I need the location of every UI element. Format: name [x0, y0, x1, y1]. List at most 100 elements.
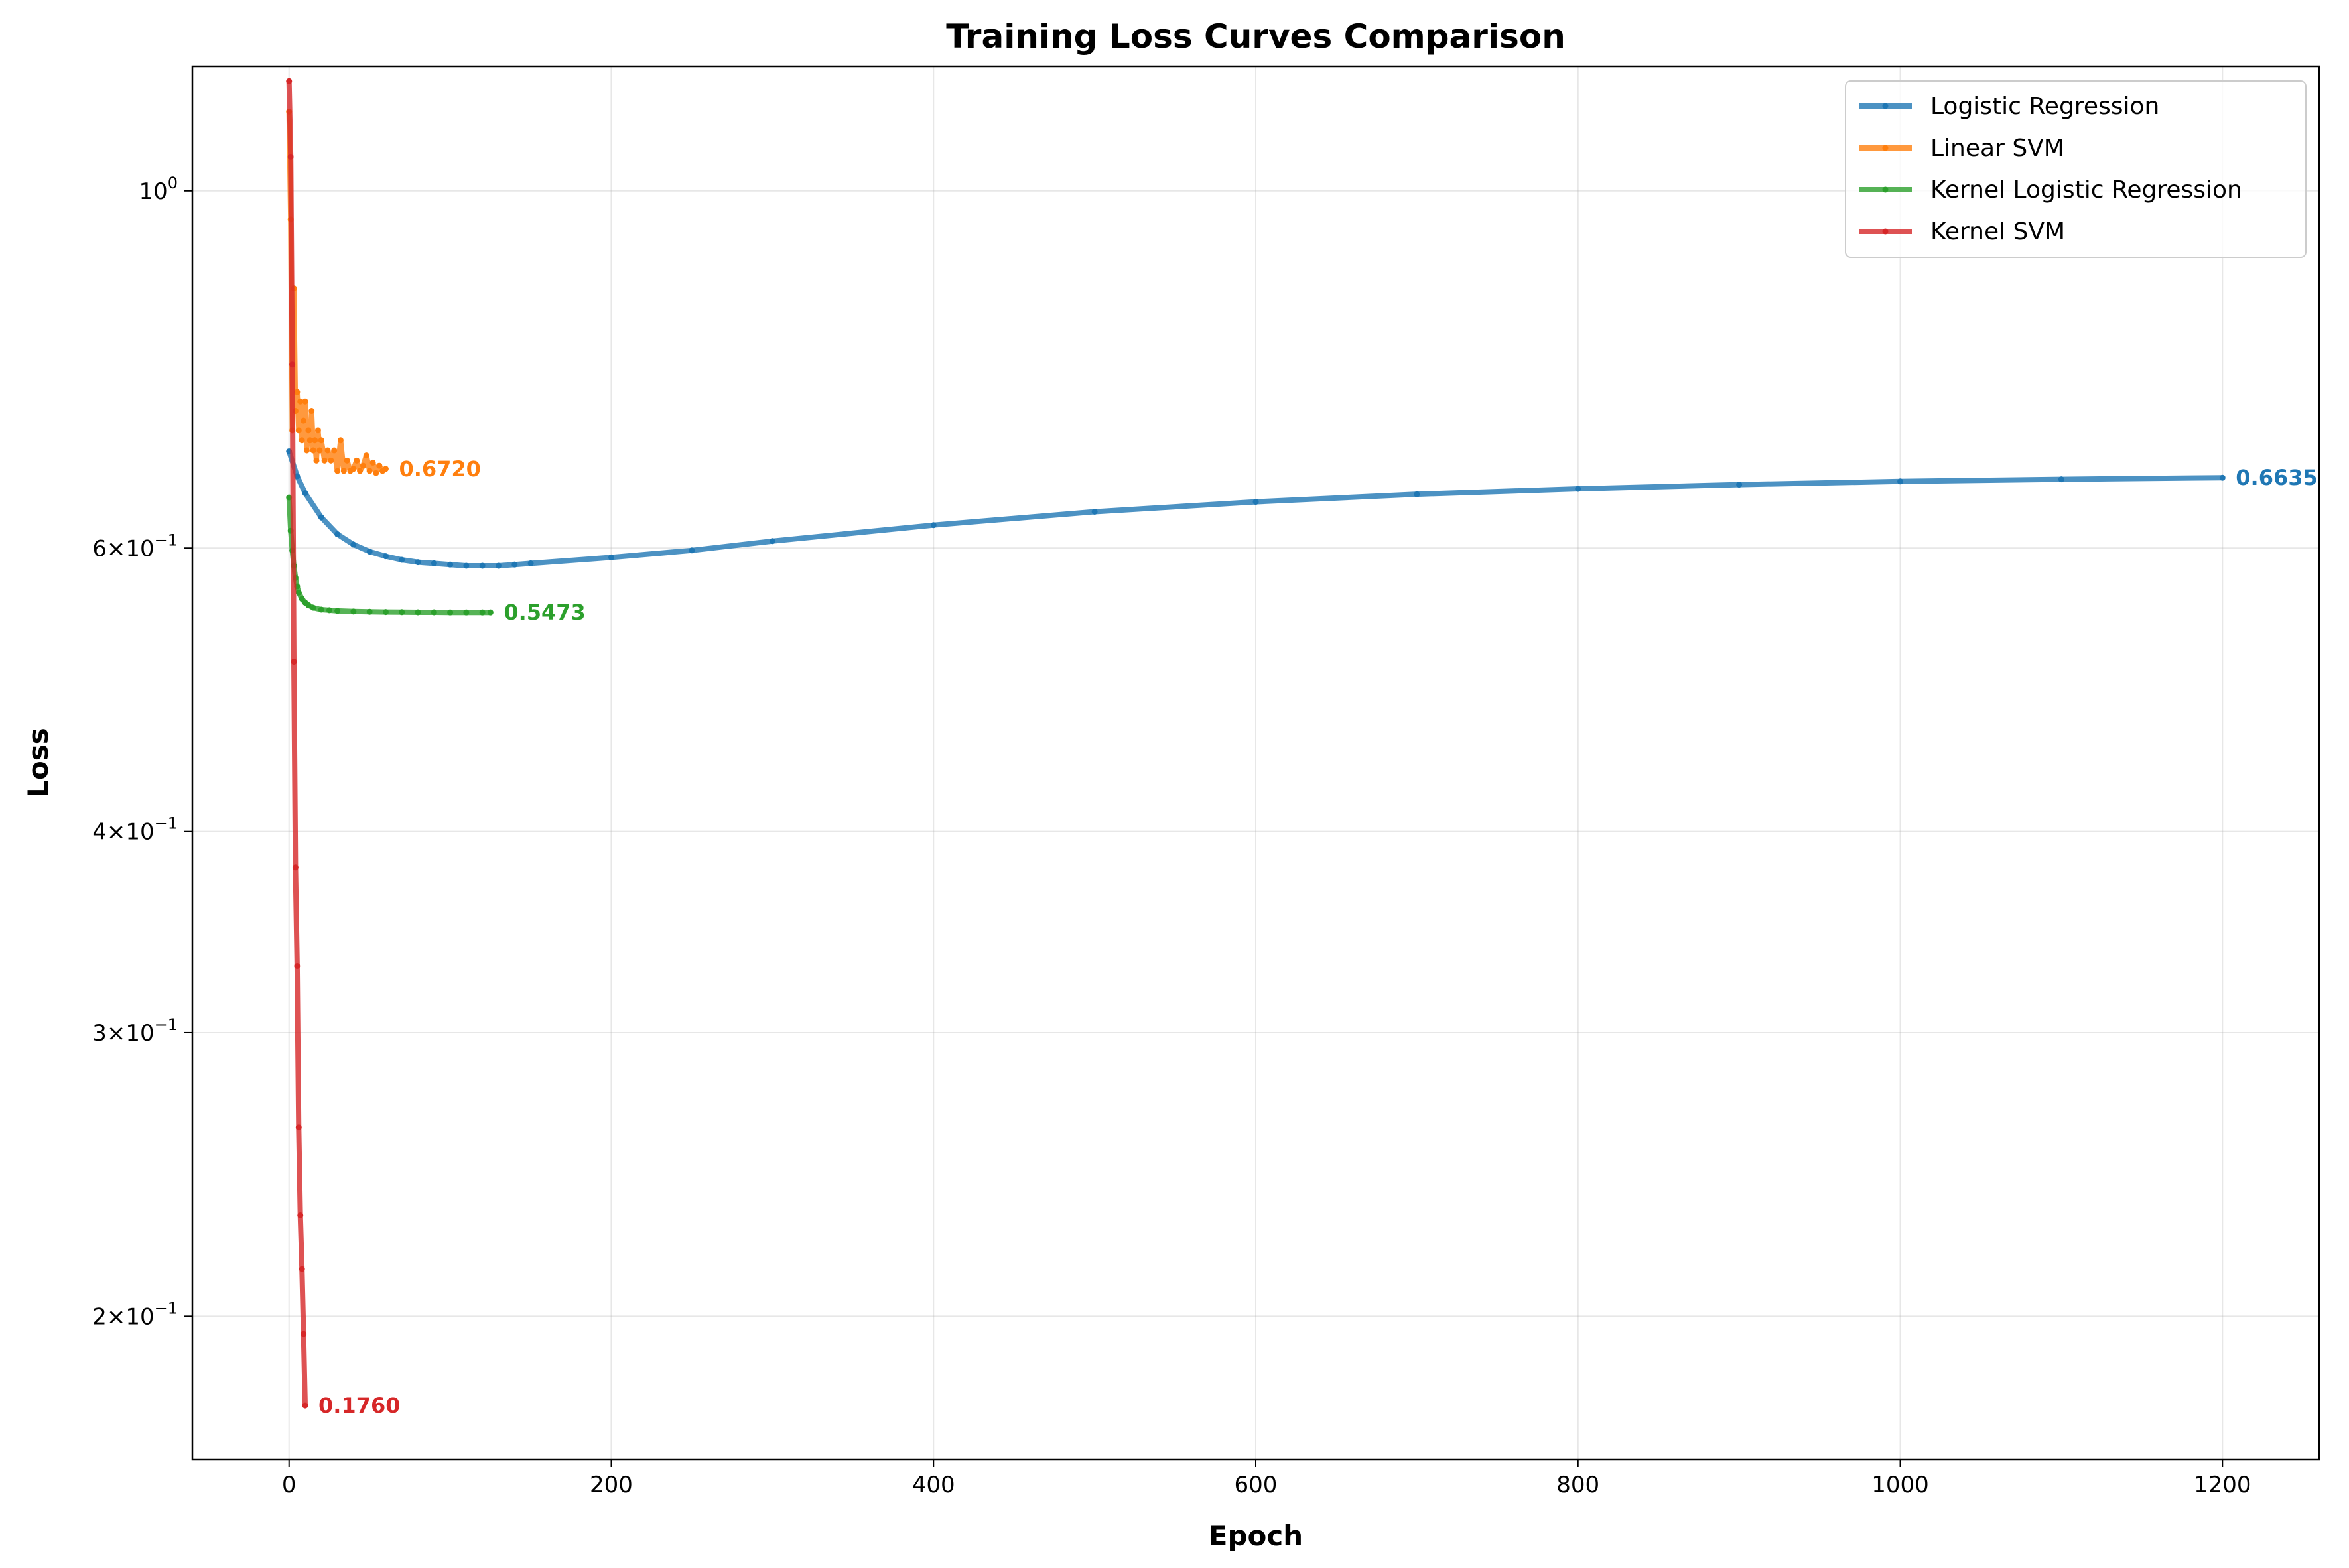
end-label-kernel-svm: 0.1760	[318, 1393, 400, 1418]
legend-label-kernel-logistic-regression: Kernel Logistic Regression	[1930, 176, 2242, 204]
data-point-kernel-logistic-regression	[447, 609, 454, 616]
data-point-logistic-regression	[769, 538, 775, 545]
data-point-linear-svm	[334, 468, 341, 474]
legend-label-linear-svm: Linear SVM	[1930, 135, 2064, 162]
data-point-kernel-svm	[299, 1266, 305, 1272]
data-point-linear-svm	[366, 468, 373, 474]
data-point-linear-svm	[297, 398, 304, 405]
data-point-kernel-logistic-regression	[366, 608, 373, 615]
x-tick-label: 400	[912, 1472, 955, 1498]
data-point-kernel-logistic-regression	[463, 609, 470, 616]
data-point-logistic-regression	[1897, 478, 1904, 485]
data-point-linear-svm	[360, 462, 366, 469]
data-point-logistic-regression	[294, 473, 301, 480]
data-point-linear-svm	[363, 452, 369, 459]
data-point-logistic-regression	[382, 553, 389, 560]
data-point-linear-svm	[328, 457, 334, 464]
data-point-logistic-regression	[2219, 474, 2226, 481]
data-point-linear-svm	[324, 447, 331, 454]
y-tick-label: 3×10−1	[92, 1015, 178, 1047]
data-point-logistic-regression	[1252, 499, 1259, 505]
data-point-linear-svm	[306, 437, 313, 444]
data-point-linear-svm	[382, 466, 389, 472]
legend-marker-kernel-logistic-regression	[1882, 186, 1889, 193]
data-point-linear-svm	[373, 470, 379, 476]
x-axis-label: Epoch	[1209, 1520, 1303, 1552]
data-point-kernel-svm	[297, 1212, 304, 1218]
x-tick-label: 0	[282, 1472, 297, 1498]
data-point-kernel-svm	[286, 78, 293, 84]
legend-marker-linear-svm	[1882, 145, 1889, 151]
data-point-linear-svm	[303, 447, 310, 454]
data-point-logistic-regression	[608, 554, 614, 560]
data-point-kernel-svm	[292, 864, 299, 871]
x-tick-label: 600	[1235, 1472, 1278, 1498]
grid-lines	[192, 66, 2319, 1459]
data-point-logistic-regression	[334, 531, 341, 537]
y-tick-label: 4×10−1	[92, 815, 178, 846]
data-point-kernel-logistic-regression	[431, 609, 437, 616]
data-point-linear-svm	[295, 427, 302, 434]
data-point-linear-svm	[331, 447, 338, 454]
y-tick-label: 6×10−1	[92, 531, 178, 562]
data-point-kernel-svm	[289, 361, 296, 368]
data-point-linear-svm	[308, 408, 315, 415]
data-point-linear-svm	[313, 457, 320, 464]
data-point-logistic-regression	[2058, 476, 2064, 483]
data-point-logistic-regression	[527, 560, 534, 566]
data-point-linear-svm	[312, 437, 318, 444]
data-point-logistic-regression	[447, 561, 454, 568]
data-point-linear-svm	[294, 389, 301, 395]
data-point-logistic-regression	[318, 514, 324, 521]
data-point-kernel-logistic-regression	[350, 608, 357, 615]
data-point-kernel-logistic-regression	[487, 609, 494, 616]
data-point-kernel-svm	[295, 1124, 302, 1131]
data-point-kernel-logistic-regression	[318, 606, 324, 613]
end-label-kernel-logistic-regression: 0.5473	[503, 600, 585, 625]
data-point-kernel-svm	[294, 962, 301, 969]
data-point-linear-svm	[305, 427, 312, 434]
y-tick-label: 100	[139, 174, 178, 205]
end-label-linear-svm: 0.6720	[399, 456, 480, 482]
data-point-logistic-regression	[431, 560, 437, 566]
y-axis-label: Loss	[22, 728, 54, 798]
legend-marker-kernel-svm	[1882, 228, 1889, 235]
data-point-linear-svm	[318, 437, 324, 444]
data-point-logistic-regression	[350, 541, 357, 548]
data-point-linear-svm	[314, 427, 321, 434]
data-point-kernel-logistic-regression	[295, 589, 302, 596]
chart-title: Training Loss Curves Comparison	[946, 17, 1566, 56]
data-point-logistic-regression	[1414, 491, 1420, 497]
data-point-linear-svm	[316, 447, 323, 454]
data-point-logistic-regression	[1736, 482, 1743, 488]
data-point-kernel-logistic-regression	[382, 609, 389, 616]
data-point-logistic-regression	[689, 547, 695, 554]
x-tick-label: 800	[1556, 1472, 1599, 1498]
data-point-kernel-logistic-regression	[479, 609, 486, 616]
data-point-kernel-logistic-regression	[326, 607, 332, 614]
data-point-logistic-regression	[366, 549, 373, 555]
data-point-linear-svm	[357, 468, 364, 474]
data-point-kernel-svm	[287, 153, 294, 160]
data-point-logistic-regression	[463, 562, 470, 569]
data-point-linear-svm	[310, 447, 316, 454]
legend-label-logistic-regression: Logistic Regression	[1930, 93, 2159, 120]
data-point-linear-svm	[301, 417, 307, 424]
data-point-kernel-logistic-regression	[310, 604, 316, 611]
data-point-linear-svm	[302, 398, 308, 405]
data-point-kernel-logistic-regression	[399, 609, 405, 616]
x-tick-label: 1000	[1871, 1472, 1929, 1498]
y-tick-label: 2×10−1	[92, 1299, 178, 1330]
legend-box	[1845, 80, 2307, 258]
data-point-linear-svm	[354, 457, 360, 464]
x-tick-label: 1200	[2194, 1472, 2251, 1498]
end-label-logistic-regression: 0.6635	[2236, 465, 2317, 490]
data-point-linear-svm	[299, 437, 305, 444]
series-lines	[286, 78, 2226, 1409]
end-value-labels: 0.6635 0.6720 0.5473 0.1760	[318, 456, 2318, 1418]
axis-ticks: 0 200 400 600 800 1000 1200 100 6×10−1 4×10−1 3×10…	[92, 174, 2251, 1498]
data-point-linear-svm	[321, 457, 328, 464]
legend-marker-logistic-regression	[1882, 103, 1889, 109]
x-tick-label: 200	[590, 1472, 633, 1498]
